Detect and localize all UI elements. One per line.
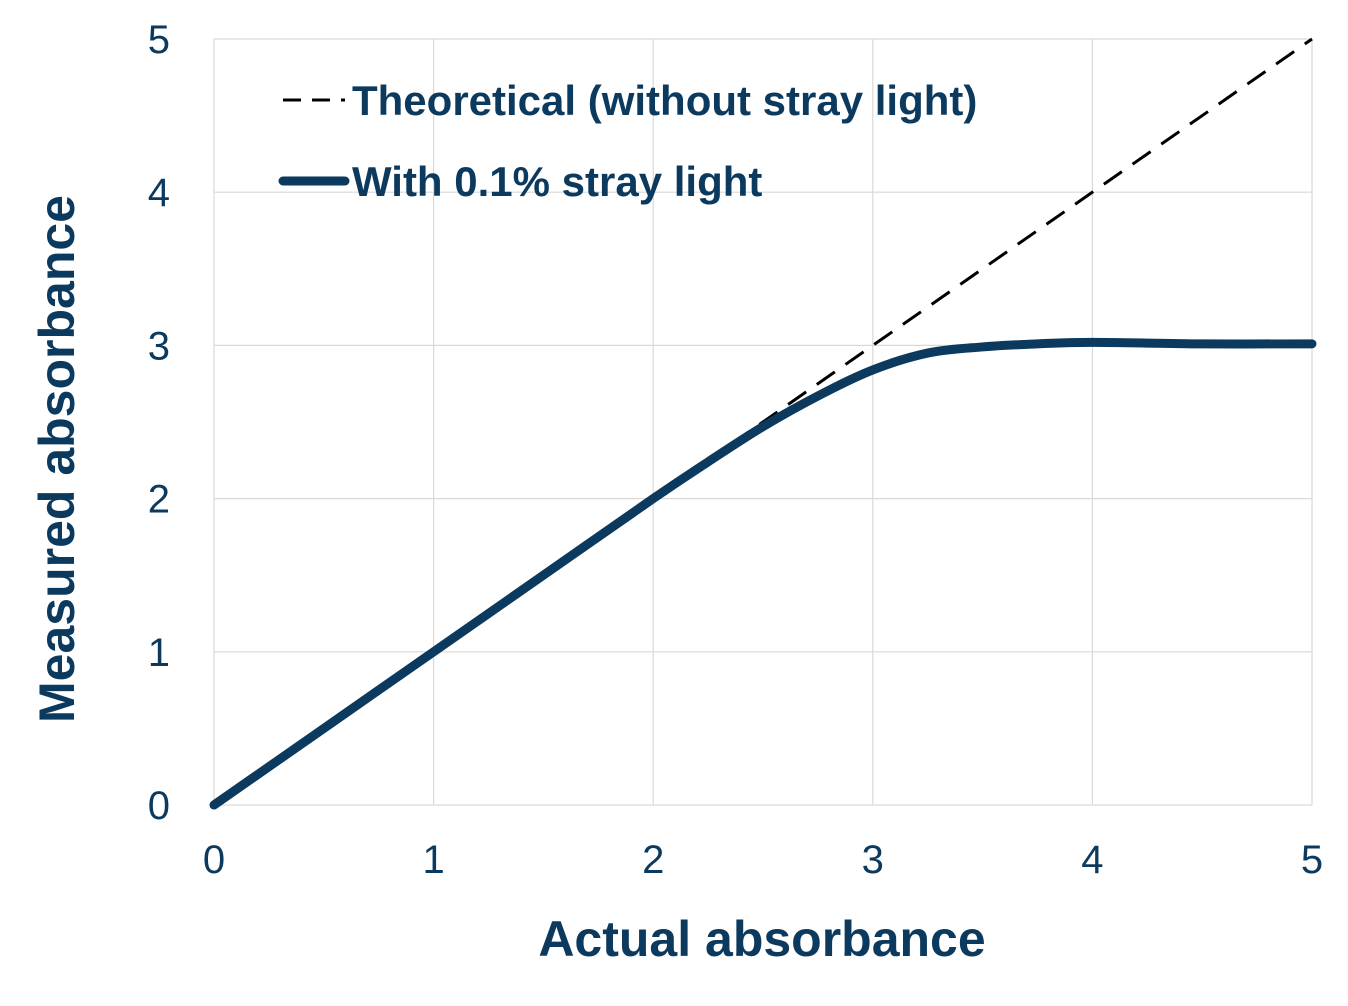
x-tick-label: 2 <box>642 838 664 882</box>
y-tick-label: 1 <box>148 631 170 675</box>
y-axis-title: Measured absorbance <box>29 195 85 723</box>
x-tick-label: 0 <box>203 838 225 882</box>
y-tick-label: 0 <box>148 784 170 828</box>
x-tick-label: 5 <box>1301 838 1323 882</box>
y-tick-label: 2 <box>148 478 170 522</box>
x-tick-label: 3 <box>862 838 884 882</box>
y-tick-label: 5 <box>148 18 170 62</box>
series-layer <box>209 37 1317 810</box>
legend-label-theoretical: Theoretical (without stray light) <box>352 77 977 124</box>
x-tick-label: 1 <box>422 838 444 882</box>
tick-labels: 0 1 2 3 4 5 0 1 2 3 4 5 <box>148 18 1323 882</box>
x-tick-label: 4 <box>1081 838 1103 882</box>
y-tick-label: 3 <box>148 324 170 368</box>
series-line-stray-light <box>209 337 1317 810</box>
legend-label-stray-light: With 0.1% stray light <box>352 158 762 205</box>
x-axis-title: Actual absorbance <box>538 911 985 967</box>
y-tick-label: 4 <box>148 171 170 215</box>
legend: Theoretical (without stray light) With 0… <box>278 77 977 205</box>
